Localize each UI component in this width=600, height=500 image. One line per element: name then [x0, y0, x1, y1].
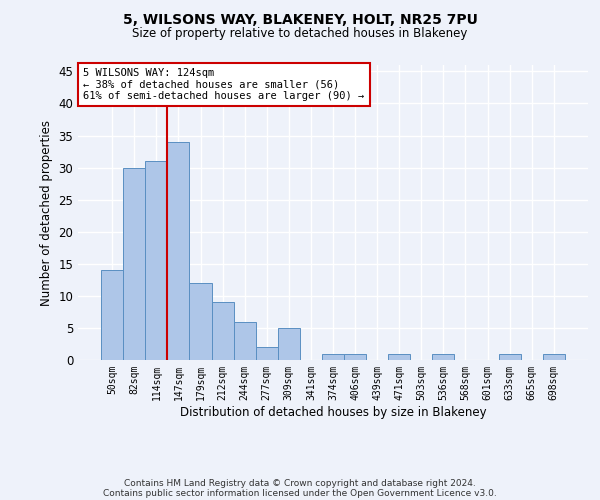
- Text: 5, WILSONS WAY, BLAKENEY, HOLT, NR25 7PU: 5, WILSONS WAY, BLAKENEY, HOLT, NR25 7PU: [122, 12, 478, 26]
- Text: 5 WILSONS WAY: 124sqm
← 38% of detached houses are smaller (56)
61% of semi-deta: 5 WILSONS WAY: 124sqm ← 38% of detached …: [83, 68, 364, 101]
- Text: Contains public sector information licensed under the Open Government Licence v3: Contains public sector information licen…: [103, 488, 497, 498]
- Bar: [233, 322, 256, 360]
- Bar: [388, 354, 410, 360]
- Bar: [278, 328, 300, 360]
- Bar: [167, 142, 190, 360]
- X-axis label: Distribution of detached houses by size in Blakeney: Distribution of detached houses by size …: [179, 406, 487, 418]
- Bar: [344, 354, 366, 360]
- Bar: [145, 161, 167, 360]
- Bar: [101, 270, 123, 360]
- Y-axis label: Number of detached properties: Number of detached properties: [40, 120, 53, 306]
- Bar: [499, 354, 521, 360]
- Bar: [322, 354, 344, 360]
- Bar: [433, 354, 454, 360]
- Bar: [123, 168, 145, 360]
- Bar: [190, 283, 212, 360]
- Text: Size of property relative to detached houses in Blakeney: Size of property relative to detached ho…: [133, 28, 467, 40]
- Text: Contains HM Land Registry data © Crown copyright and database right 2024.: Contains HM Land Registry data © Crown c…: [124, 478, 476, 488]
- Bar: [543, 354, 565, 360]
- Bar: [256, 347, 278, 360]
- Bar: [212, 302, 233, 360]
